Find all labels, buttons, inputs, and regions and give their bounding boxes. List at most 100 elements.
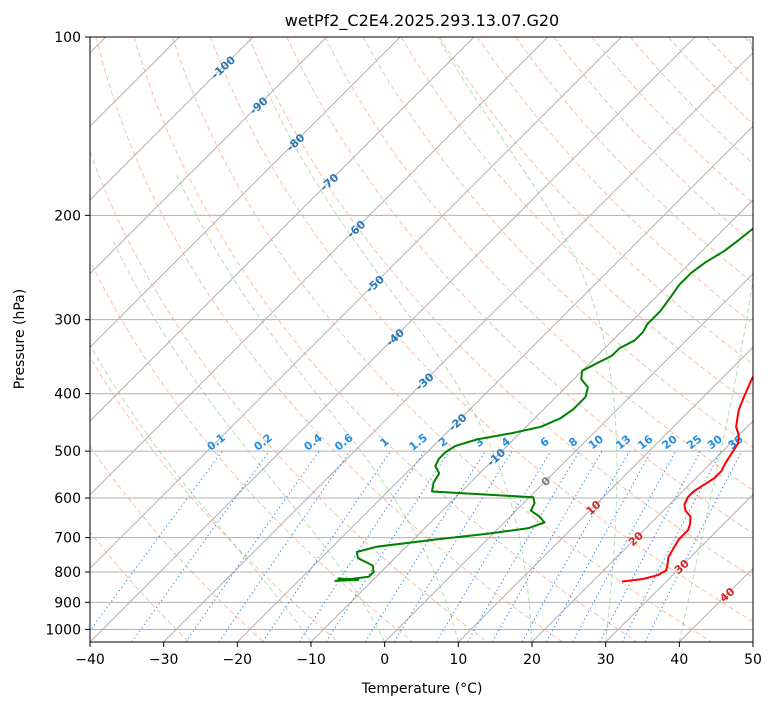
y-tick-label: 700 (54, 531, 81, 547)
moist-adiabat (267, 91, 533, 642)
mixing-ratio-label: 16 (635, 432, 655, 452)
x-axis-label: Temperature (°C) (361, 681, 483, 697)
mixing-ratio-label: 36 (726, 432, 746, 452)
dry-adiabat (324, 37, 753, 491)
moist-adiabat (111, 238, 386, 642)
isotherm-gridline (90, 37, 622, 570)
isotherm-gridline (90, 37, 549, 496)
dry-adiabat (90, 356, 339, 642)
moist-adiabat (176, 175, 459, 642)
isotherm-gridline (90, 37, 475, 422)
dry-adiabat (362, 37, 753, 449)
plot-frame (89, 36, 754, 643)
mixing-ratio-line (298, 450, 425, 642)
dry-adiabat (438, 37, 753, 366)
dry-adiabat (515, 37, 753, 284)
x-tick-label: 40 (670, 652, 688, 668)
mixing-ratio-label: 0.2 (251, 431, 274, 453)
dry-adiabat (133, 37, 638, 642)
isotherm-label: 30 (672, 557, 692, 577)
dry-adiabat (90, 259, 414, 642)
dry-adiabat (95, 37, 563, 642)
isotherm-gridline (236, 125, 753, 642)
isotherm-gridline (90, 37, 328, 275)
y-tick-label: 100 (54, 30, 81, 46)
mixing-ratio-line (393, 450, 513, 642)
isotherm-gridline (310, 199, 753, 642)
isotherm-label: -100 (209, 53, 238, 81)
temperature-profile (621, 374, 753, 583)
mixing-ratio-line (325, 450, 450, 642)
moist-adiabat (752, 640, 753, 642)
x-tick-label: 0 (380, 652, 389, 668)
x-tick-label: −10 (296, 652, 326, 668)
isotherm-label: -30 (413, 370, 437, 393)
isotherm-gridline (531, 420, 753, 642)
mixing-ratio-label: 0.6 (332, 431, 356, 453)
mixing-ratio-label: 0.4 (301, 431, 325, 453)
y-tick-label: 600 (54, 491, 81, 507)
dry-adiabat (744, 37, 753, 47)
chart-title: wetPf2_C2E4.2025.293.13.07.G20 (285, 11, 559, 31)
isotherm-label: 0 (539, 474, 554, 489)
mixing-ratio-label: 3 (472, 435, 486, 450)
dry-adiabat (171, 37, 712, 642)
x-tick-label: 20 (523, 652, 541, 668)
mixing-ratio-line (521, 450, 630, 642)
dry-adiabat (668, 37, 753, 125)
mixing-ratio-label: 10 (586, 432, 606, 452)
mixing-ratio-label: 8 (566, 435, 580, 450)
dry-adiabat (90, 445, 264, 642)
x-tick-label: −30 (149, 652, 179, 668)
moist-adiabat (437, 37, 618, 642)
x-tick-label: −20 (223, 652, 253, 668)
y-tick-label: 400 (54, 387, 81, 403)
profile-series (334, 227, 753, 583)
isotherm-gridline (457, 346, 753, 642)
isotherm-label: -40 (384, 326, 408, 349)
mixing-ratio-label: 2 (436, 435, 450, 450)
isotherm-label: 20 (626, 529, 646, 549)
dry-adiabat (553, 37, 753, 244)
y-tick-label: 900 (54, 595, 81, 611)
mixing-ratio-label: 1.5 (407, 431, 430, 453)
mixing-ratio-label: 6 (538, 435, 552, 450)
dry-adiabat (706, 37, 753, 86)
mixing-ratio-line (90, 450, 223, 632)
mixing-ratio-label: 1 (378, 435, 392, 450)
y-tick-label: 800 (54, 565, 81, 581)
isotherm-gridline (384, 272, 753, 642)
moist-adiabat (90, 343, 312, 642)
isotherm-gridline (90, 37, 254, 201)
mixing-ratio-line (621, 450, 722, 642)
x-tick-label: 10 (449, 652, 467, 668)
mixing-ratio-line (599, 450, 701, 642)
isotherm-gridline (90, 37, 696, 642)
y-tick-label: 500 (54, 444, 81, 460)
isotherm-label: -80 (284, 131, 308, 154)
x-tick-label: 50 (744, 652, 762, 668)
axes: −40 −30 −20 −10 0 10 20 30 40 5010020030040050060… (45, 30, 762, 668)
x-tick-label: −40 (75, 652, 105, 668)
isotherm-gridline (678, 567, 753, 642)
isotherm-label: -10 (485, 446, 509, 469)
dry-adiabat (248, 37, 753, 578)
mixing-ratio-line (262, 450, 392, 642)
dry-adiabat (90, 531, 190, 642)
background-lines (90, 37, 753, 642)
y-axis-label: Pressure (hPa) (12, 289, 28, 389)
isotherm-gridline (90, 37, 401, 349)
x-tick-label: 30 (597, 652, 615, 668)
mixing-ratio-label: 30 (705, 432, 725, 452)
dry-adiabat (90, 150, 488, 642)
mixing-ratio-line (467, 450, 580, 642)
dry-adiabat (629, 37, 753, 165)
mixing-ratio-line (435, 450, 552, 642)
isotherm-label: -20 (446, 411, 470, 434)
dry-adiabat (210, 37, 753, 623)
dewpoint-profile (334, 227, 753, 582)
y-tick-label: 1000 (45, 622, 81, 638)
moist-adiabat (678, 37, 753, 642)
